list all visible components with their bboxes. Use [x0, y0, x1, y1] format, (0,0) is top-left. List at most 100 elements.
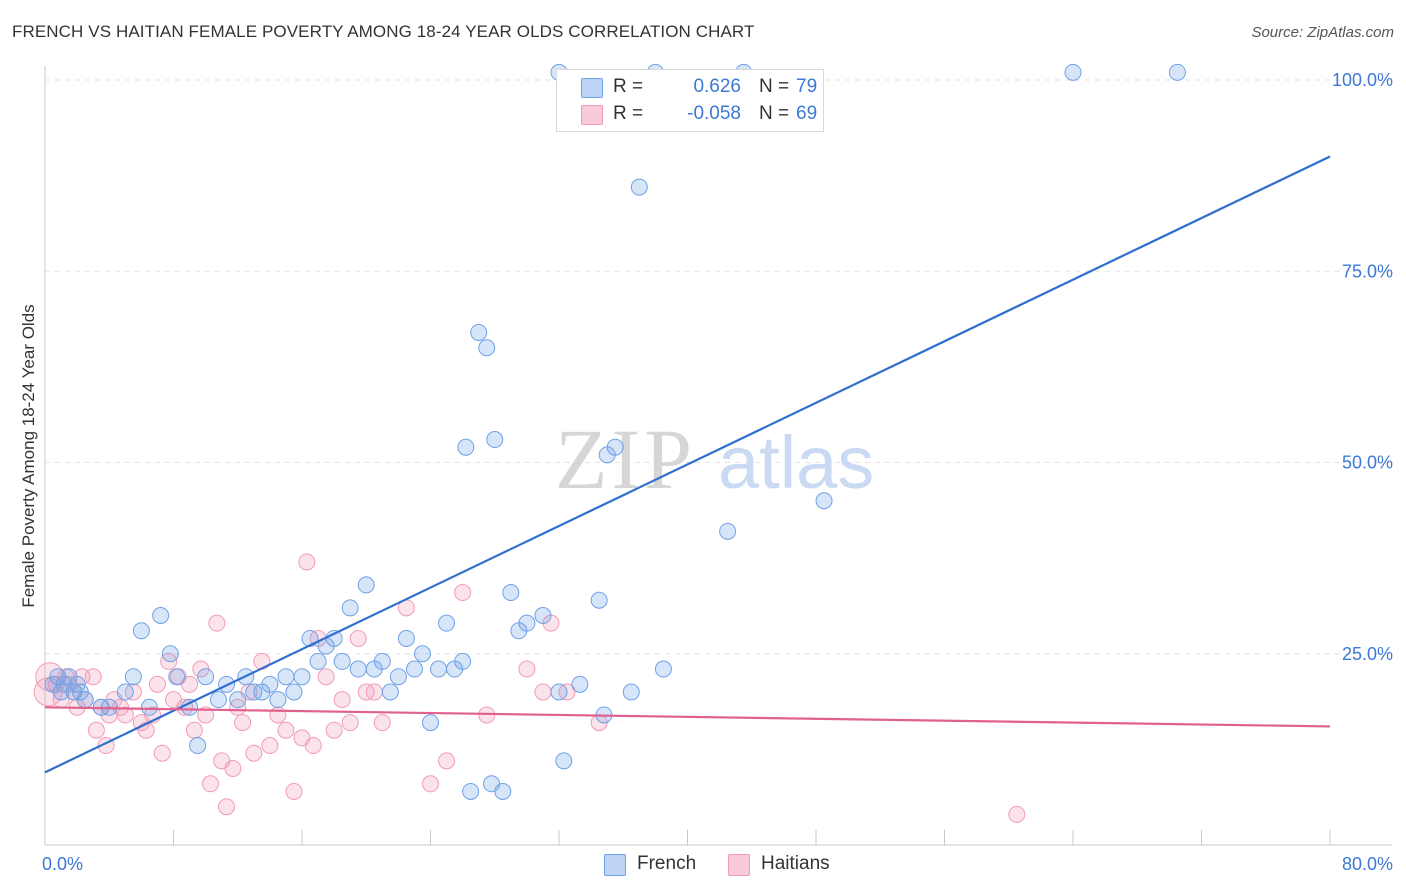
haitians-point — [208, 614, 226, 632]
haitians-point — [148, 675, 166, 693]
french-point — [478, 339, 496, 357]
legend-r-value: 0.626 — [693, 76, 741, 97]
watermark-zip: ZIP — [555, 411, 696, 507]
haitians-point — [185, 721, 203, 739]
y-tick-label: 75.0% — [1342, 261, 1393, 281]
french-point — [152, 607, 170, 624]
french-point — [285, 683, 303, 701]
correlation-legend: R = 0.626 N = 79 R = -0.058 N = 69 — [556, 69, 824, 132]
french-point — [454, 652, 472, 670]
french-swatch — [604, 854, 626, 876]
french-point — [373, 652, 391, 670]
french-point — [277, 668, 295, 686]
haitians-point — [234, 714, 252, 732]
french-point — [438, 614, 456, 632]
haitians-point — [341, 714, 359, 732]
haitians-point — [201, 775, 219, 793]
haitians-point — [84, 668, 102, 686]
legend-r-label: R = — [613, 103, 644, 124]
haitians-swatch — [728, 854, 750, 876]
french-point — [161, 645, 179, 663]
x-tick-label: 0.0% — [42, 854, 83, 874]
french-point — [209, 691, 227, 709]
french-point — [124, 668, 142, 686]
french-point — [457, 438, 475, 456]
haitians-point — [153, 744, 171, 762]
legend-r-value: -0.058 — [687, 103, 741, 124]
haitians-point — [277, 721, 295, 739]
french-point — [422, 714, 439, 732]
haitians-point — [87, 721, 105, 739]
haitians-trend-line — [44, 706, 1331, 728]
haitians-point — [454, 584, 472, 602]
french-point — [606, 438, 624, 456]
french-point — [590, 591, 608, 609]
haitians-point — [298, 553, 316, 571]
french-point — [140, 698, 158, 716]
legend-label-haitians: Haitians — [761, 853, 830, 874]
french-point — [269, 691, 287, 709]
haitians-point — [224, 760, 242, 777]
french-point — [76, 691, 94, 709]
haitians-point — [197, 706, 215, 724]
french-series — [44, 63, 1186, 800]
french-swatch — [581, 78, 603, 98]
haitians-point — [304, 737, 322, 755]
french-point — [349, 660, 367, 678]
haitians-point — [218, 798, 236, 816]
y-tick-label: 100.0% — [1332, 70, 1393, 90]
french-point — [502, 584, 520, 602]
french-point — [261, 675, 279, 693]
french-point — [197, 668, 215, 686]
french-point — [389, 668, 407, 686]
french-point — [534, 607, 552, 624]
haitians-point — [269, 706, 287, 724]
haitians-point — [518, 660, 536, 678]
legend-label-french: French — [637, 853, 697, 874]
haitians-point — [534, 683, 552, 701]
french-point — [654, 660, 672, 678]
french-point — [181, 698, 199, 716]
french-point — [229, 691, 247, 709]
french-point — [571, 675, 589, 693]
french-point — [518, 614, 536, 632]
french-point — [630, 178, 648, 196]
haitians-series — [33, 553, 1026, 823]
legend-n-label: N = — [759, 103, 790, 124]
haitians-point — [333, 691, 351, 709]
grid-lines — [45, 79, 1392, 655]
haitians-point — [317, 668, 335, 686]
french-point — [357, 576, 375, 594]
axes — [44, 66, 1392, 846]
chart-title: FRENCH VS HAITIAN FEMALE POVERTY AMONG 1… — [12, 22, 755, 41]
french-point — [333, 652, 351, 670]
legend-n-value: 69 — [796, 103, 818, 124]
watermark-atlas: atlas — [718, 421, 874, 504]
y-axis-label: Female Poverty Among 18-24 Year Olds — [19, 304, 38, 607]
trend-lines — [44, 155, 1331, 774]
y-tick-label: 25.0% — [1342, 644, 1393, 664]
haitians-point — [438, 752, 456, 770]
french-point — [301, 629, 319, 647]
haitians-point — [349, 629, 367, 647]
french-point — [550, 683, 568, 701]
french-point — [381, 683, 399, 701]
french-point — [1168, 63, 1186, 81]
french-point — [116, 683, 134, 701]
legend-r-label: R = — [613, 76, 644, 97]
series-legend: French Haitians — [0, 853, 1406, 879]
french-point — [309, 652, 327, 670]
haitians-point — [285, 782, 303, 800]
haitians-point — [245, 744, 263, 762]
haitians-point — [365, 683, 383, 701]
x-tick-label: 80.0% — [1342, 854, 1393, 874]
haitians-point — [116, 706, 134, 724]
haitians-point — [181, 675, 199, 693]
french-point — [494, 782, 512, 800]
french-point — [430, 660, 448, 678]
french-point — [470, 323, 488, 341]
y-tick-label: 50.0% — [1342, 453, 1393, 473]
haitians-point — [261, 737, 279, 755]
haitians-swatch — [581, 105, 603, 125]
